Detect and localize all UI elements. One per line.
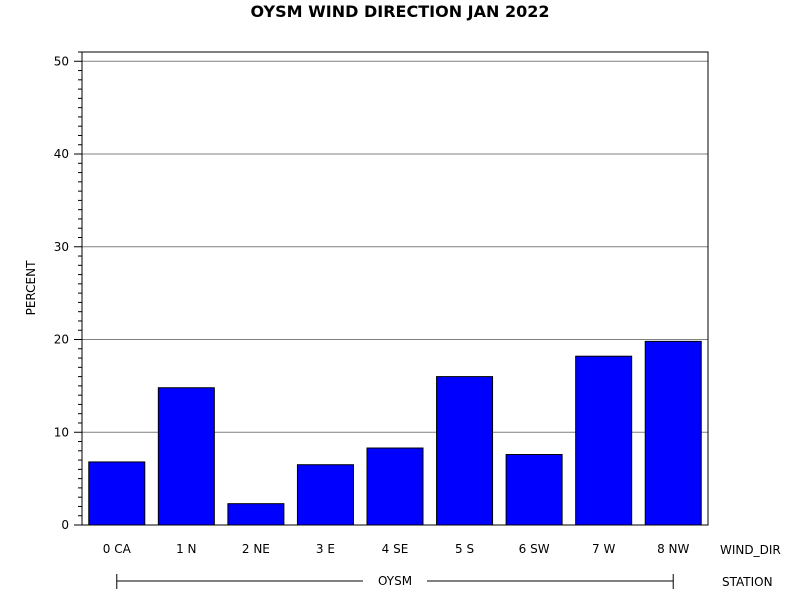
y-tick-label: 10	[54, 425, 69, 439]
x-tick-label: 3 E	[316, 542, 335, 556]
bar	[157, 387, 215, 526]
x-tick-label: 5 S	[455, 542, 474, 556]
plot-frame	[81, 51, 709, 526]
y-tick-label: 0	[61, 518, 69, 532]
y-axis: 0 10 20 30 40 50	[54, 51, 82, 532]
x-tick-label: 8 NW	[657, 542, 689, 556]
y-tick-label: 20	[54, 333, 69, 347]
x-tick-label: 6 SW	[519, 542, 550, 556]
bar	[505, 454, 563, 526]
y-tick-label: 40	[54, 147, 69, 161]
chart-title: OYSM WIND DIRECTION JAN 2022	[251, 2, 550, 21]
bars-layer	[88, 340, 702, 526]
bar	[227, 503, 285, 526]
x-axis-label: WIND_DIR	[720, 543, 781, 557]
x-axis: 0 CA 1 N 2 NE 3 E 4 SE 5 S 6 SW 7 W 8 NW	[103, 542, 690, 556]
bar	[88, 461, 146, 526]
x-tick-label: 7 W	[592, 542, 615, 556]
bar	[644, 340, 702, 526]
x-tick-label: 0 CA	[103, 542, 132, 556]
bar	[436, 376, 494, 526]
y-axis-label: PERCENT	[24, 260, 38, 315]
y-tick-label: 50	[54, 54, 69, 68]
station-group: OYSM	[116, 574, 674, 589]
y-tick-label: 30	[54, 240, 69, 254]
x-tick-label: 2 NE	[242, 542, 270, 556]
bar	[366, 447, 424, 526]
station-value: OYSM	[378, 574, 412, 588]
bar	[296, 464, 354, 526]
x-tick-label: 1 N	[176, 542, 196, 556]
bar	[575, 355, 633, 526]
station-label: STATION	[722, 575, 773, 589]
x-tick-label: 4 SE	[382, 542, 409, 556]
